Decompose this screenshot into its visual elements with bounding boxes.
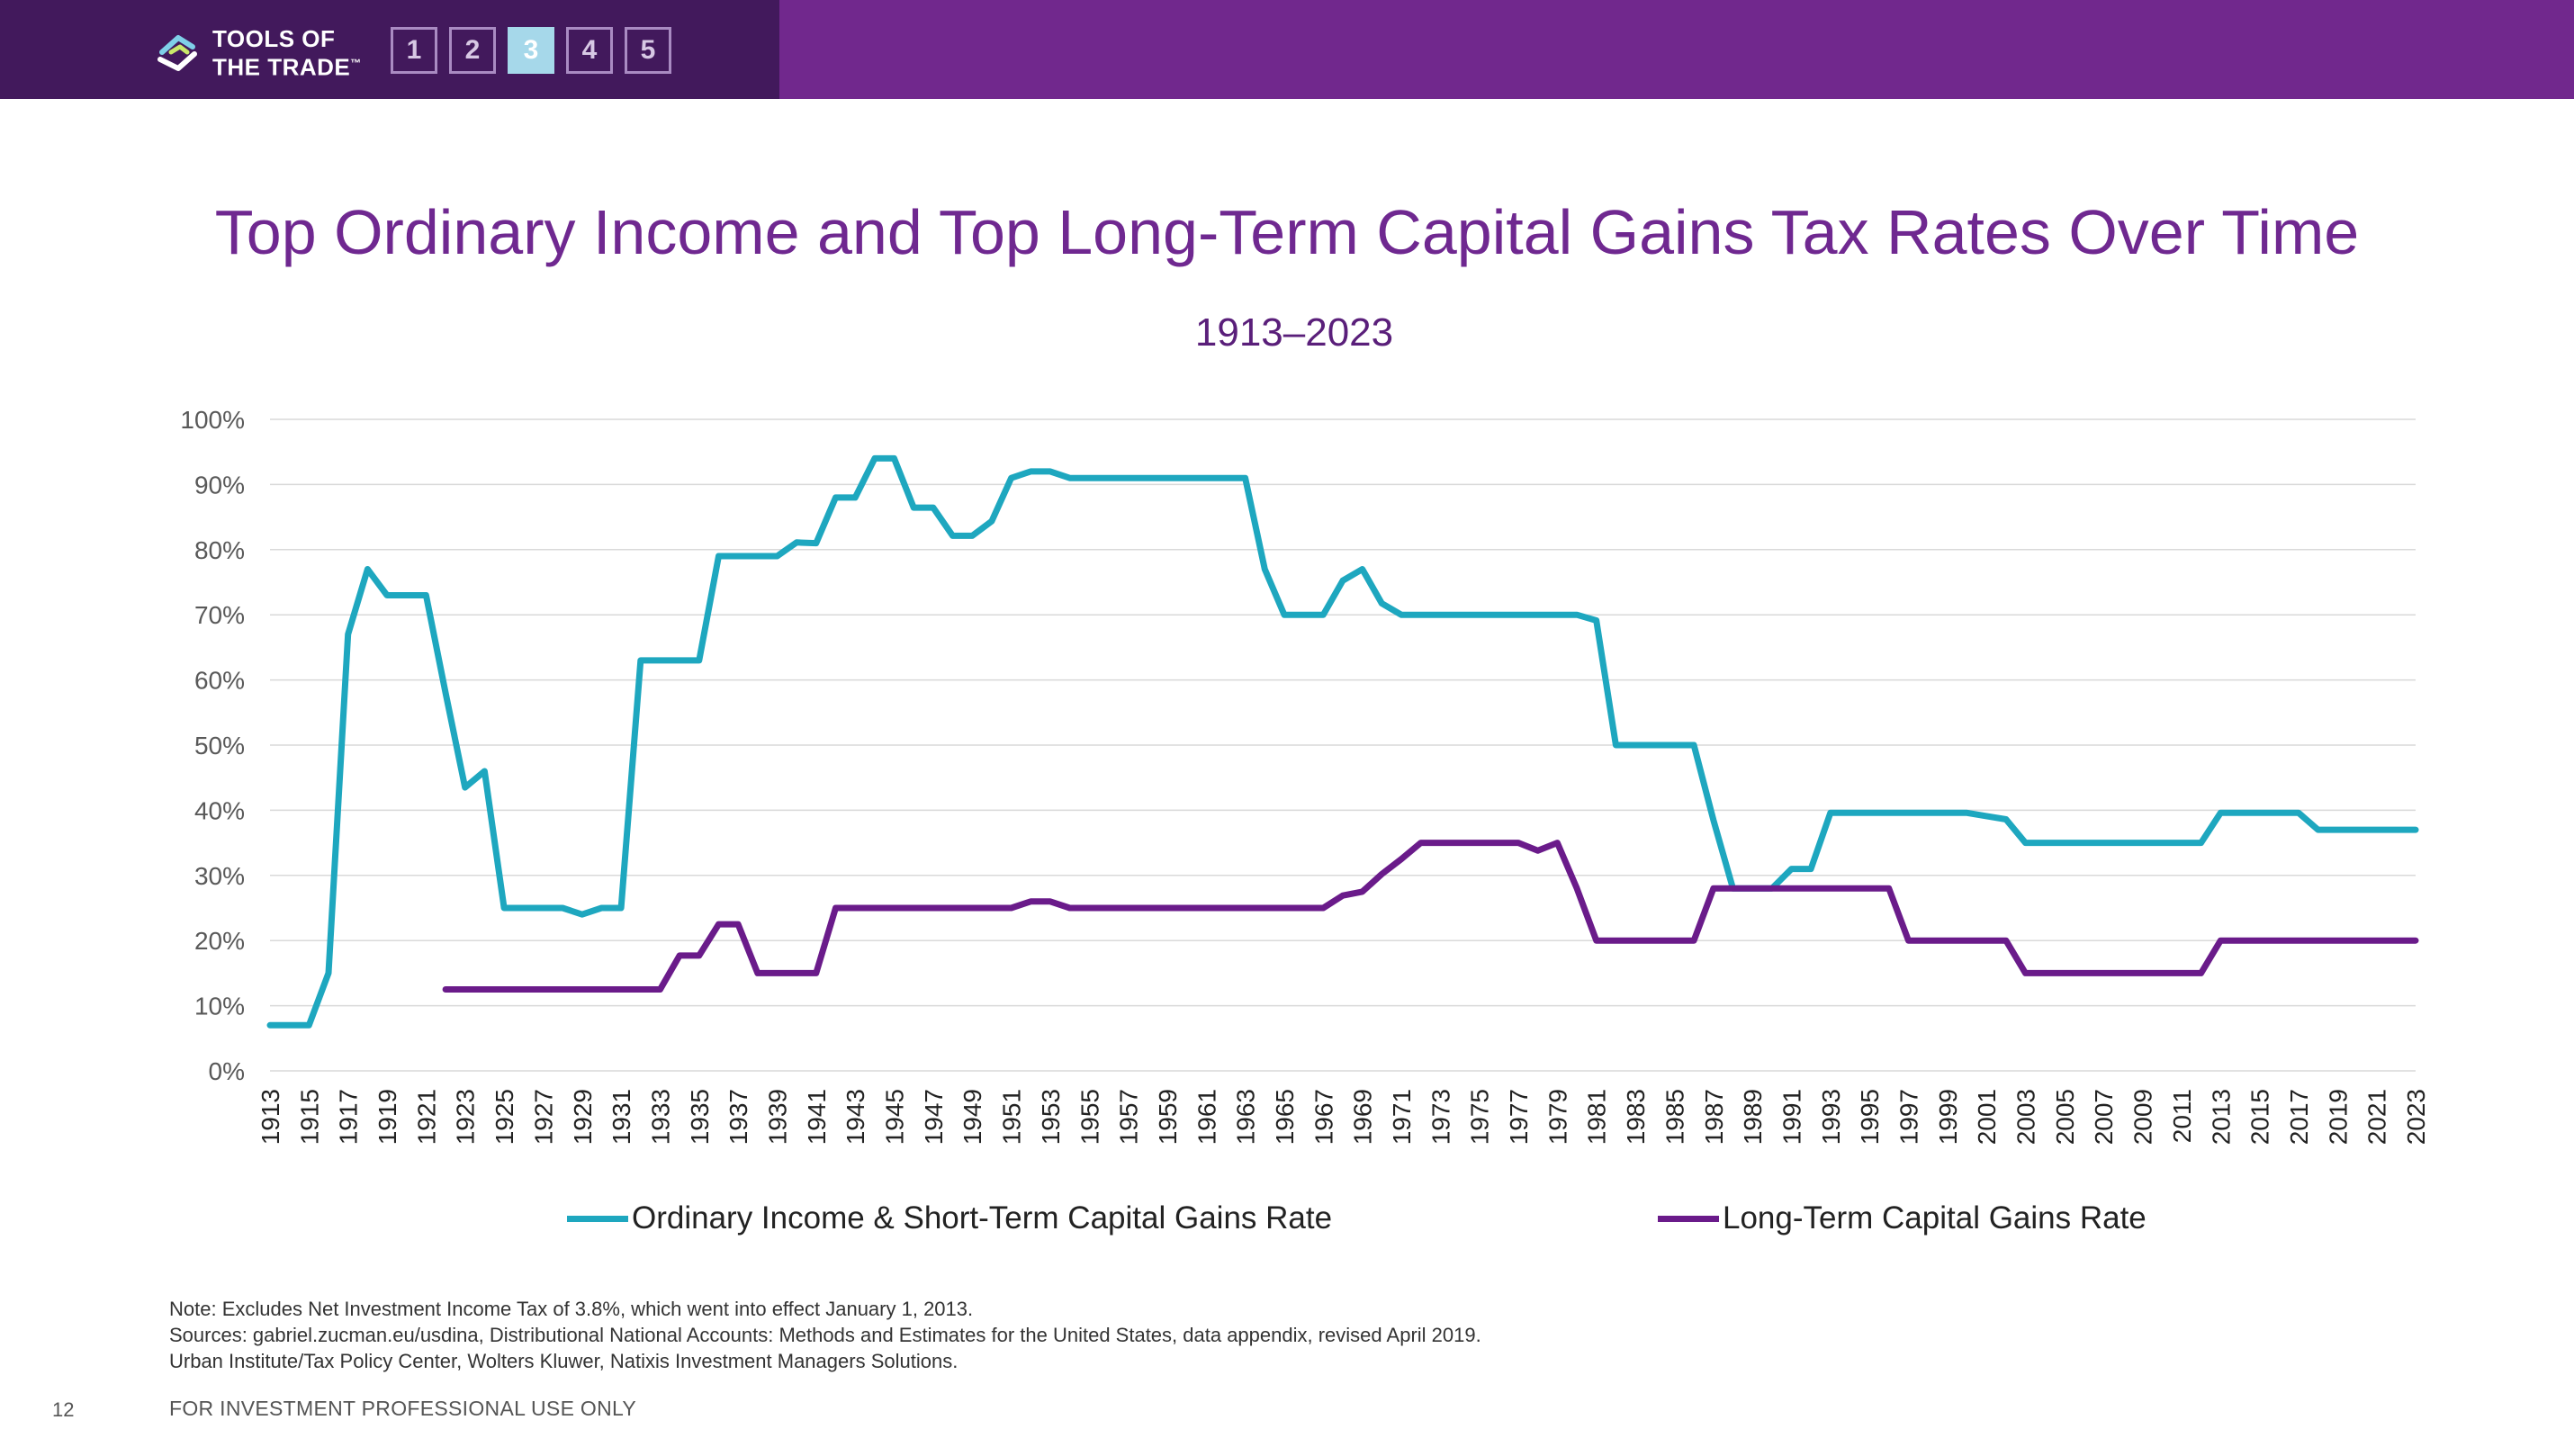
nav-box-5[interactable]: 5 [625, 27, 671, 74]
x-tick-label: 1987 [1700, 1089, 1728, 1145]
x-tick-label: 1983 [1622, 1089, 1650, 1145]
x-tick-label: 1919 [374, 1089, 401, 1145]
x-tick-label: 2011 [2168, 1089, 2196, 1143]
nav-box-4[interactable]: 4 [566, 27, 613, 74]
x-tick-label: 1931 [608, 1089, 635, 1145]
x-tick-label: 2019 [2324, 1089, 2352, 1145]
x-tick-label: 1913 [256, 1089, 284, 1145]
y-tick-label: 40% [194, 796, 245, 824]
x-tick-label: 1953 [1037, 1089, 1065, 1145]
y-tick-label: 50% [194, 732, 245, 759]
x-tick-label: 1957 [1115, 1089, 1143, 1145]
x-tick-label: 2023 [2402, 1089, 2430, 1145]
legend-item-ordinary: Ordinary Income & Short-Term Capital Gai… [567, 1200, 1332, 1236]
chart-notes: Note: Excludes Net Investment Income Tax… [169, 1296, 1481, 1374]
x-tick-label: 1951 [998, 1089, 1026, 1145]
x-tick-label: 1991 [1778, 1089, 1805, 1145]
x-tick-label: 1947 [920, 1089, 948, 1145]
x-tick-label: 2005 [2051, 1089, 2079, 1145]
section-nav: 1 2 3 4 5 [391, 27, 671, 74]
tools-of-the-trade-logo-icon [158, 35, 197, 71]
x-tick-label: 1969 [1349, 1089, 1377, 1145]
y-tick-label: 90% [194, 471, 245, 499]
y-tick-label: 30% [194, 862, 245, 890]
x-tick-label: 1955 [1076, 1089, 1103, 1145]
x-tick-label: 2015 [2246, 1089, 2274, 1145]
x-tick-label: 1989 [1739, 1089, 1767, 1145]
x-tick-label: 1941 [803, 1089, 831, 1145]
x-tick-label: 1979 [1544, 1089, 1571, 1145]
x-tick-label: 1917 [335, 1089, 363, 1145]
brand-line-2: THE TRADE™ [212, 53, 362, 81]
sources-line-continued: Urban Institute/Tax Policy Center, Wolte… [169, 1350, 958, 1372]
x-tick-label: 1943 [842, 1089, 869, 1145]
x-tick-label: 1977 [1505, 1089, 1533, 1145]
legend-label-ordinary: Ordinary Income & Short-Term Capital Gai… [632, 1200, 1333, 1236]
legend-swatch-long-term [1658, 1215, 1719, 1222]
x-tick-label: 1961 [1192, 1089, 1220, 1145]
series-line-long-term-capital-gains [442, 840, 2419, 993]
x-tick-label: 2013 [2207, 1089, 2235, 1145]
x-tick-label: 1963 [1232, 1089, 1260, 1145]
x-tick-label: 2003 [2012, 1089, 2040, 1145]
sources-line: Sources: gabriel.zucman.eu/usdina, Distr… [169, 1324, 1481, 1346]
y-tick-label: 20% [194, 927, 245, 955]
trademark-mark: ™ [350, 57, 362, 69]
x-tick-label: 1975 [1466, 1089, 1494, 1145]
x-tick-label: 1997 [1895, 1089, 1923, 1145]
x-tick-label: 2007 [2090, 1089, 2118, 1145]
x-tick-label: 1965 [1271, 1089, 1299, 1145]
x-tick-label: 1925 [490, 1089, 518, 1145]
header-brand-panel [0, 0, 779, 99]
brand-line-1: TOOLS OF [212, 25, 336, 52]
x-tick-label: 1929 [569, 1089, 597, 1145]
x-tick-label: 1933 [646, 1089, 674, 1145]
nav-box-3[interactable]: 3 [508, 27, 554, 74]
x-tick-label: 2001 [1973, 1089, 2001, 1145]
legend-item-long-term: Long-Term Capital Gains Rate [1658, 1200, 2146, 1236]
y-tick-label: 10% [194, 993, 245, 1020]
header-bar: TOOLS OF THE TRADE™ 1 2 3 4 5 [0, 0, 2574, 99]
nav-box-2[interactable]: 2 [449, 27, 496, 74]
legend-swatch-ordinary [567, 1215, 628, 1222]
x-axis-tick-labels: 1913 1915 1917 1919 1921 1923 1925 1927 1929 1931… [256, 1089, 2430, 1145]
x-tick-label: 1999 [1934, 1089, 1962, 1145]
y-tick-label: 70% [194, 601, 245, 629]
x-tick-label: 1921 [412, 1089, 440, 1145]
brand-name: TOOLS OF THE TRADE™ [212, 27, 362, 80]
x-tick-label: 1959 [1154, 1089, 1182, 1145]
x-tick-label: 1971 [1388, 1089, 1416, 1145]
x-tick-label: 1935 [686, 1089, 714, 1145]
x-tick-label: 1927 [529, 1089, 557, 1145]
x-tick-label: 1945 [881, 1089, 909, 1145]
nav-box-1[interactable]: 1 [391, 27, 437, 74]
chart-subtitle: 1913–2023 [1194, 310, 1394, 355]
y-tick-label: 60% [194, 667, 245, 695]
x-tick-label: 1937 [724, 1089, 752, 1145]
x-tick-label: 2017 [2285, 1089, 2313, 1145]
chart-series-lines [266, 454, 2419, 1029]
x-tick-label: 1915 [295, 1089, 323, 1145]
x-tick-label: 1993 [1817, 1089, 1845, 1145]
x-tick-label: 1995 [1856, 1089, 1884, 1145]
y-tick-label: 0% [209, 1057, 245, 1085]
y-tick-label: 100% [180, 406, 245, 434]
page-number: 12 [52, 1398, 75, 1421]
x-tick-label: 1973 [1426, 1089, 1454, 1145]
x-tick-label: 1939 [763, 1089, 791, 1145]
chart-title: Top Ordinary Income and Top Long-Term Ca… [214, 197, 2360, 267]
x-tick-label: 1967 [1310, 1089, 1337, 1145]
x-tick-label: 1985 [1660, 1089, 1688, 1145]
x-tick-label: 1981 [1583, 1089, 1611, 1145]
note-line: Note: Excludes Net Investment Income Tax… [169, 1298, 974, 1320]
x-tick-label: 1923 [452, 1089, 480, 1145]
footer-disclaimer: FOR INVESTMENT PROFESSIONAL USE ONLY [169, 1397, 637, 1420]
x-tick-label: 2021 [2363, 1089, 2391, 1145]
y-axis-tick-labels: 0% 10% 20% 30% 40% 50% 60% 70% 80% 90% 100% [180, 406, 245, 1085]
legend-label-long-term: Long-Term Capital Gains Rate [1723, 1200, 2146, 1236]
y-tick-label: 80% [194, 536, 245, 564]
x-tick-label: 1949 [958, 1089, 986, 1145]
x-tick-label: 2009 [2129, 1089, 2157, 1145]
